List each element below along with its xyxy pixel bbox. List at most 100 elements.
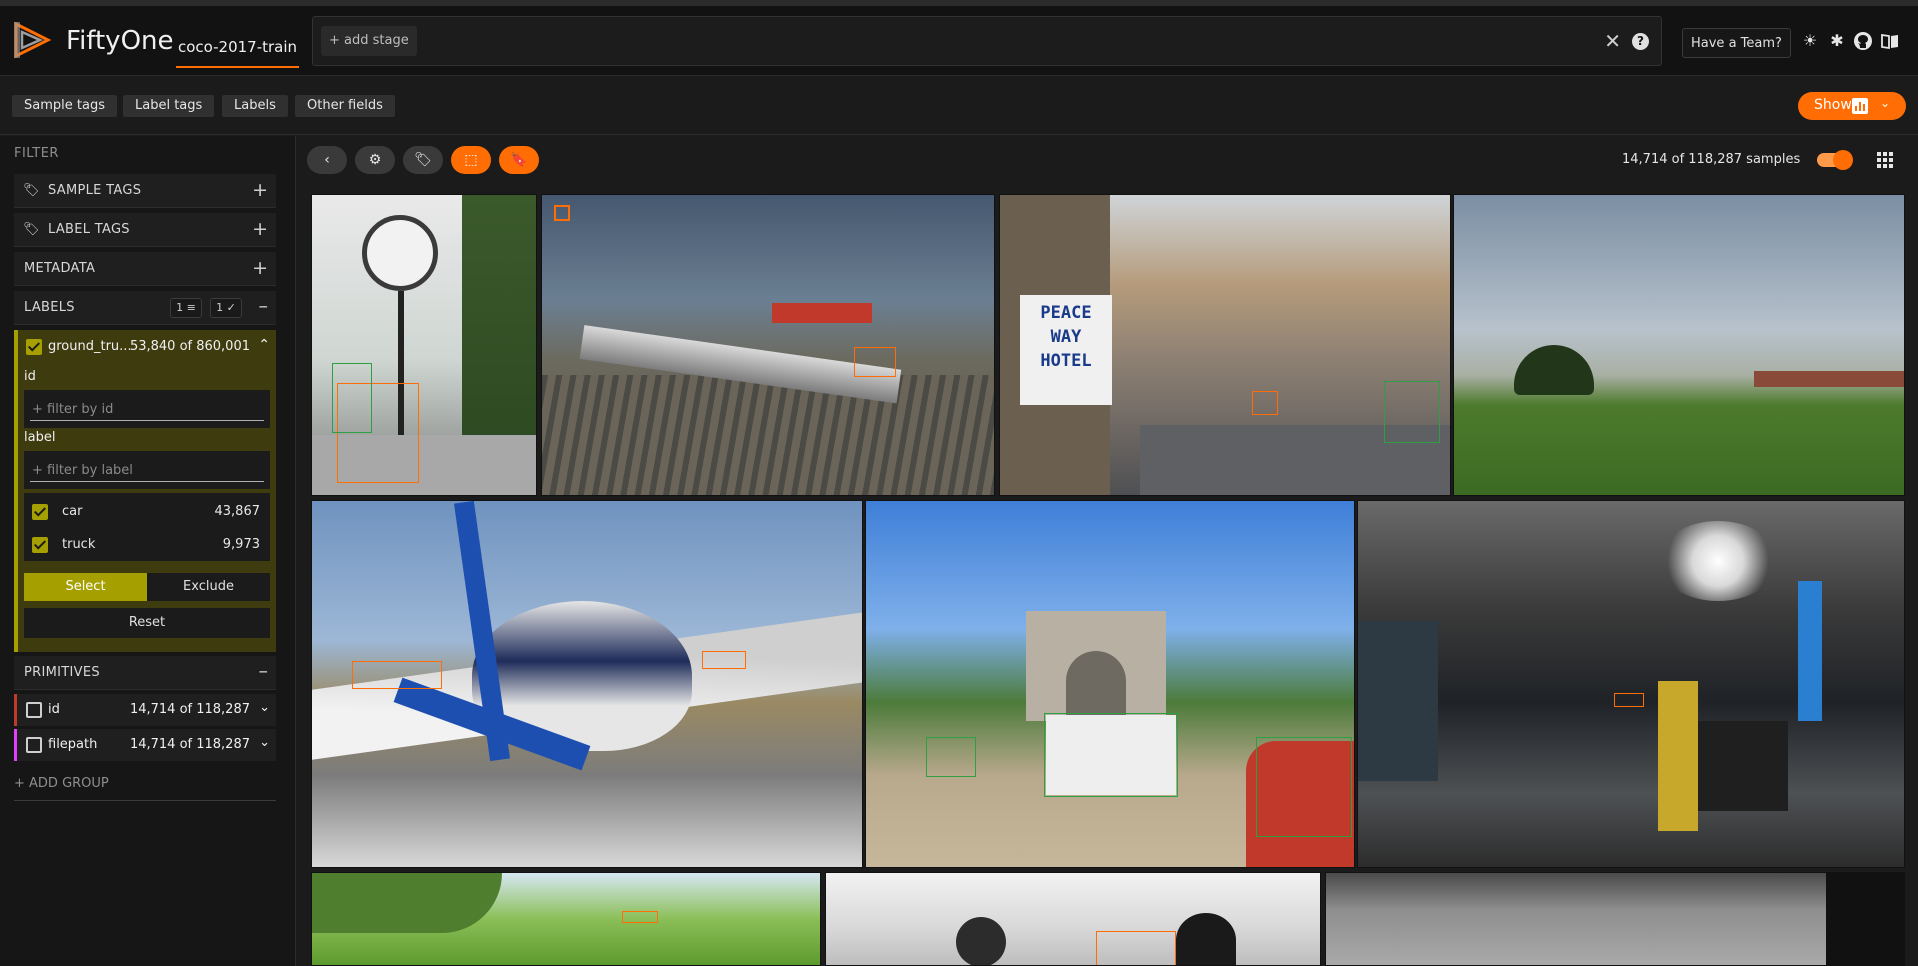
- sample-tile-people-bw[interactable]: [825, 872, 1321, 966]
- github-icon[interactable]: [1853, 31, 1873, 51]
- field-count: 14,714 of 118,287: [129, 702, 250, 717]
- window-top-strip: [0, 0, 1918, 6]
- sample-select-checkbox: [554, 205, 570, 221]
- field-name: id: [48, 702, 60, 717]
- light-mode-icon[interactable]: ☀: [1802, 31, 1818, 50]
- label-value-name: car: [62, 504, 83, 519]
- ground-truth-field-row[interactable]: ground_tru... 53,840 of 860,001 ⌃: [18, 330, 276, 364]
- group-title: LABEL TAGS: [48, 222, 130, 237]
- brand-name: FiftyOne: [66, 26, 174, 56]
- field-color-stripe: [14, 694, 17, 726]
- field-name: filepath: [48, 737, 98, 752]
- group-label-tags[interactable]: 🏷 LABEL TAGS +: [14, 213, 276, 247]
- group-sample-tags[interactable]: 🏷 SAMPLE TAGS +: [14, 174, 276, 208]
- add-group-link[interactable]: + ADD GROUP: [14, 776, 109, 791]
- sample-tile-arch-street[interactable]: [865, 500, 1355, 868]
- collapse-sidebar-chevron-left-icon[interactable]: ‹: [307, 146, 347, 174]
- id-filter-label: id: [24, 369, 36, 384]
- collapse-minus-icon[interactable]: –: [258, 660, 269, 682]
- sample-tile-train[interactable]: [541, 194, 995, 496]
- tag-icon: 🏷: [23, 222, 40, 237]
- clear-view-icon[interactable]: ✕: [1604, 29, 1621, 53]
- group-title: SAMPLE TAGS: [48, 183, 142, 198]
- select-exclude-toggle: Select Exclude: [24, 573, 270, 603]
- chevron-down-icon[interactable]: ⌄: [259, 700, 270, 715]
- saved-views-bookmark-icon[interactable]: 🔖: [499, 146, 539, 174]
- select-button[interactable]: Select: [24, 573, 147, 601]
- expand-plus-icon[interactable]: +: [252, 257, 268, 279]
- sample-count: 14,714 of 118,287 samples: [1622, 152, 1801, 167]
- filepath-field-checkbox[interactable]: [26, 737, 42, 753]
- chevron-up-icon[interactable]: ⌃: [258, 337, 270, 353]
- collapse-minus-icon[interactable]: –: [258, 295, 269, 317]
- show-panel-button[interactable]: Show ⌄: [1798, 92, 1906, 120]
- tab-sample-tags[interactable]: Sample tags: [12, 95, 117, 117]
- label-value-truck[interactable]: truck 9,973: [24, 528, 270, 560]
- tab-labels[interactable]: Labels: [222, 95, 288, 117]
- chevron-down-icon: ⌄: [1880, 96, 1891, 110]
- sample-tile-bus-station[interactable]: [1357, 500, 1905, 868]
- field-tabs-row: Sample tags Label tags Labels Other fiel…: [0, 77, 1918, 135]
- settings-gear-icon[interactable]: ⚙: [355, 146, 395, 174]
- view-bar[interactable]: + add stage ✕ ?: [312, 16, 1662, 66]
- id-filter-input[interactable]: + filter by id: [24, 390, 270, 428]
- ground-truth-checkbox[interactable]: [26, 339, 42, 355]
- grid-zoom-slider[interactable]: [1817, 150, 1853, 170]
- sample-tile-cloudy[interactable]: [1325, 872, 1905, 966]
- field-count: 14,714 of 118,287: [129, 737, 250, 752]
- primitive-field-id[interactable]: id 14,714 of 118,287 ⌄: [14, 694, 276, 726]
- help-icon[interactable]: ?: [1632, 33, 1649, 50]
- chevron-down-icon[interactable]: ⌄: [259, 735, 270, 750]
- tag-icon[interactable]: 🏷: [403, 146, 443, 174]
- sample-tile-clock[interactable]: [311, 194, 537, 496]
- label-value-name: truck: [62, 537, 96, 552]
- add-stage-button[interactable]: + add stage: [321, 26, 417, 56]
- label-value-car[interactable]: car 43,867: [24, 495, 270, 527]
- sample-grid-area: ‹ ⚙ 🏷 ⬚ 🔖 14,714 of 118,287 samples PEAC…: [297, 136, 1918, 966]
- group-title: PRIMITIVES: [24, 665, 100, 680]
- docs-book-icon[interactable]: [1880, 31, 1900, 51]
- fiftyone-logo-icon[interactable]: [12, 20, 52, 60]
- show-label: Show: [1814, 97, 1852, 113]
- group-primitives[interactable]: PRIMITIVES –: [14, 656, 276, 690]
- primitive-field-filepath[interactable]: filepath 14,714 of 118,287 ⌄: [14, 729, 276, 761]
- field-color-stripe: [14, 729, 17, 761]
- expand-plus-icon[interactable]: +: [252, 179, 268, 201]
- field-name: ground_tru...: [48, 339, 132, 354]
- active-filters-pill[interactable]: 1 ≡: [170, 298, 202, 318]
- filter-sidebar: FILTER 🏷 SAMPLE TAGS + 🏷 LABEL TAGS + ME…: [0, 136, 296, 966]
- truck-checkbox[interactable]: [32, 537, 48, 553]
- grid-view-icon[interactable]: [1877, 152, 1893, 168]
- sidebar-divider: [14, 800, 276, 801]
- slack-icon[interactable]: ✱: [1830, 31, 1844, 50]
- header: FiftyOne coco-2017-train + add stage ✕ ?…: [0, 6, 1918, 76]
- sample-tile-peace-way-hotel[interactable]: PEACE WAY HOTEL: [999, 194, 1451, 496]
- label-value-count: 43,867: [214, 504, 261, 519]
- sample-tile-airplane[interactable]: [311, 500, 863, 868]
- field-count: 53,840 of 860,001: [129, 339, 250, 354]
- group-title: LABELS: [24, 300, 75, 315]
- tab-other-fields[interactable]: Other fields: [295, 95, 395, 117]
- exclude-button[interactable]: Exclude: [147, 573, 270, 601]
- select-patches-icon[interactable]: ⬚: [451, 146, 491, 174]
- filter-title: FILTER: [14, 146, 59, 161]
- dataset-selector[interactable]: coco-2017-train: [176, 28, 300, 68]
- group-labels[interactable]: LABELS 1 ≡ 1 ✓ –: [14, 291, 276, 325]
- group-title: METADATA: [24, 261, 96, 276]
- id-field-checkbox[interactable]: [26, 702, 42, 718]
- label-filter-label: label: [24, 430, 56, 445]
- label-filter-input[interactable]: + filter by label: [24, 451, 270, 489]
- label-values-list: car 43,867 truck 9,973: [24, 493, 270, 561]
- tab-label-tags[interactable]: Label tags: [123, 95, 215, 117]
- group-metadata[interactable]: METADATA +: [14, 252, 276, 286]
- tag-icon: 🏷: [23, 183, 40, 198]
- have-a-team-button[interactable]: Have a Team?: [1682, 28, 1791, 58]
- sample-tile-field[interactable]: [311, 872, 821, 966]
- sample-tile-park-kites[interactable]: [1453, 194, 1905, 496]
- expand-plus-icon[interactable]: +: [252, 218, 268, 240]
- histogram-icon: [1852, 98, 1868, 114]
- visible-labels-pill[interactable]: 1 ✓: [210, 298, 242, 318]
- car-checkbox[interactable]: [32, 504, 48, 520]
- ground-truth-field-panel: ground_tru... 53,840 of 860,001 ⌃ id + f…: [14, 330, 276, 652]
- reset-button[interactable]: Reset: [24, 608, 270, 638]
